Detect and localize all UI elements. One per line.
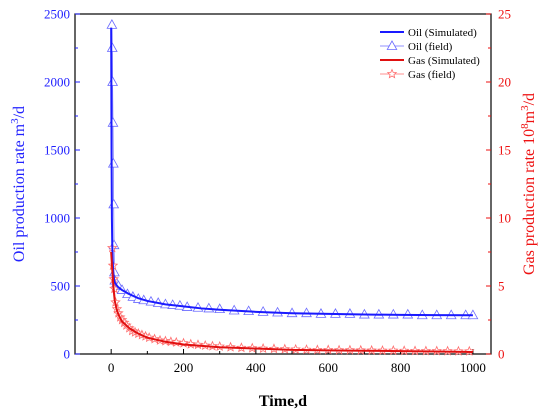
right-y-axis-ticks: 0 5 10 15 20 25 — [486, 7, 511, 362]
left-y-tick-label: 1000 — [44, 211, 70, 226]
legend-swatch-marker — [386, 40, 398, 50]
data-point — [107, 76, 119, 86]
x-tick-label: 600 — [318, 360, 338, 375]
left-y-axis-title: Oil production rate m3/d — [9, 106, 28, 262]
legend-label: Oil (field) — [408, 41, 453, 53]
data-point — [344, 308, 356, 318]
right-y-axis-title: Gas production rate 108m3/d — [519, 93, 538, 275]
legend-label: Gas (Simulated) — [408, 55, 480, 67]
right-y-tick-label: 20 — [498, 75, 511, 90]
legend-item: Oil (Simulated) — [380, 27, 477, 39]
data-point — [107, 157, 119, 168]
legend: Oil (Simulated) Oil (field) Gas (Simulated… — [380, 27, 480, 81]
x-tick-label: 200 — [174, 360, 194, 375]
left-y-axis-ticks: 0 500 1000 1500 2000 2500 — [44, 7, 80, 362]
left-y-tick-label: 0 — [64, 347, 71, 362]
legend-item: Oil (field) — [380, 40, 453, 53]
series-layer — [106, 19, 479, 356]
legend-item: Gas (Simulated) — [380, 55, 480, 67]
legend-swatch-marker — [386, 68, 398, 79]
right-y-tick-label: 0 — [498, 347, 505, 362]
legend-label: Gas (field) — [408, 69, 456, 81]
left-y-tick-label: 500 — [51, 279, 71, 294]
data-point — [214, 303, 226, 314]
series-gas-field — [106, 242, 475, 356]
data-point — [106, 42, 118, 52]
left-y-tick-label: 2500 — [44, 7, 70, 22]
legend-item: Gas (field) — [380, 68, 456, 81]
x-tick-label: 0 — [108, 360, 115, 375]
x-axis-ticks: 0 200 400 600 800 1000 — [74, 349, 486, 375]
left-y-tick-label: 2000 — [44, 75, 70, 90]
x-tick-label: 400 — [246, 360, 266, 375]
x-axis-title: Time,d — [259, 393, 307, 410]
right-y-tick-label: 15 — [498, 143, 511, 158]
left-y-tick-label: 1500 — [44, 143, 70, 158]
data-point — [107, 116, 119, 127]
data-point — [402, 308, 414, 319]
legend-label: Oil (Simulated) — [408, 27, 477, 39]
data-point — [108, 198, 120, 209]
right-y-tick-label: 5 — [498, 279, 505, 294]
x-tick-label: 1000 — [460, 360, 486, 375]
right-y-tick-label: 10 — [498, 211, 511, 226]
data-point — [203, 302, 215, 313]
x-tick-label: 800 — [391, 360, 411, 375]
data-point — [106, 19, 118, 29]
series-gas-simulated — [110, 251, 473, 353]
right-y-tick-label: 25 — [498, 7, 511, 22]
series-line — [110, 251, 473, 353]
